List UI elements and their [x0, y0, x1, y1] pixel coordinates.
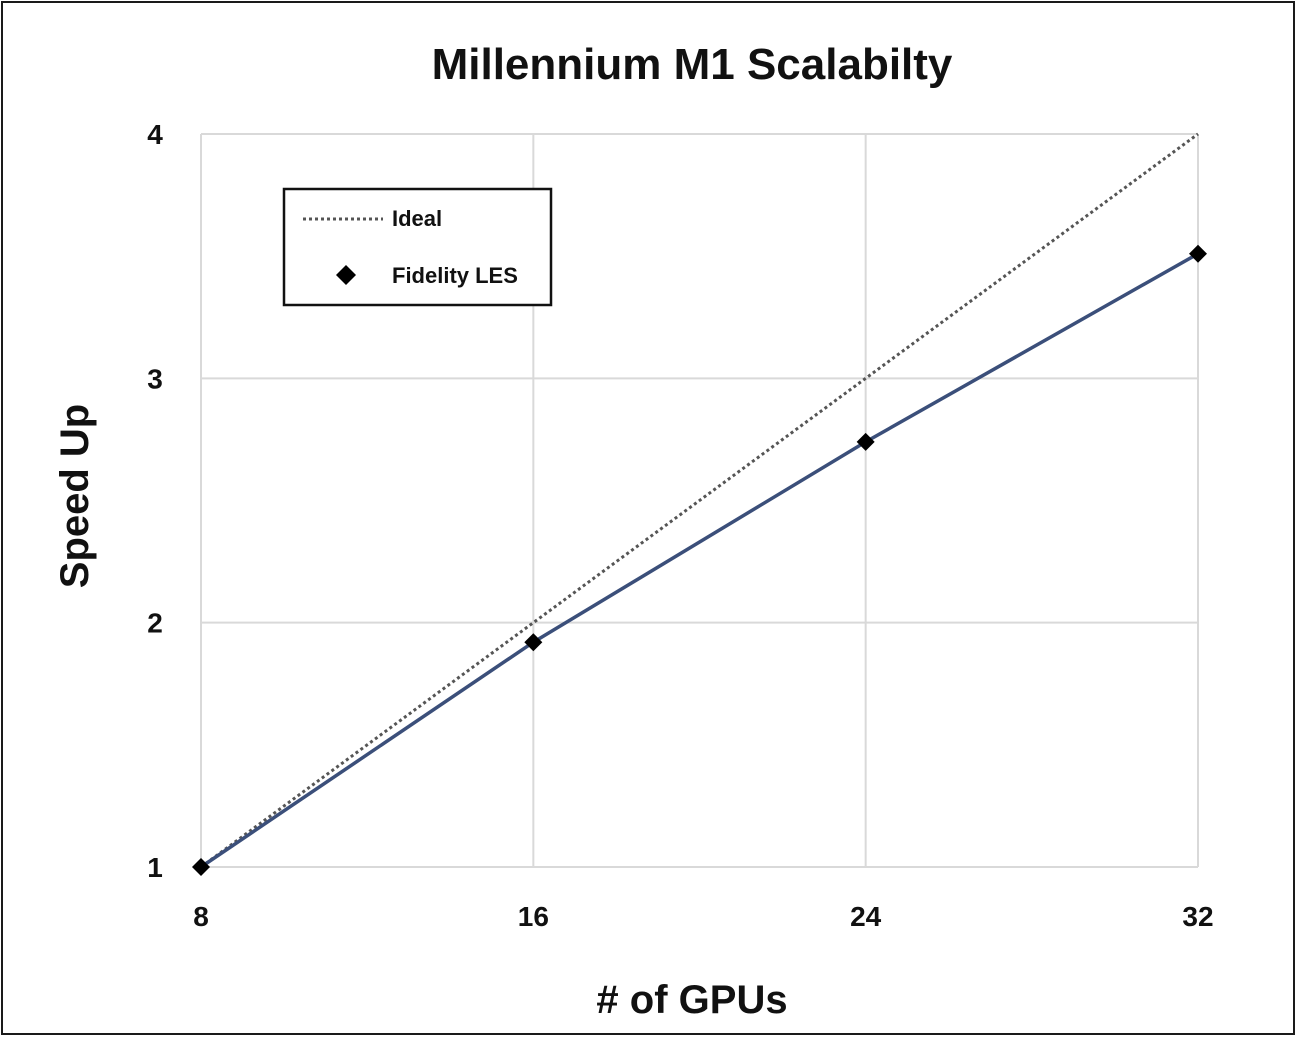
fidelity-les-point	[524, 633, 543, 652]
legend: Ideal Fidelity LES	[282, 187, 553, 307]
y-tick-label: 3	[147, 363, 163, 394]
fidelity-les-series-line	[200, 252, 1199, 869]
y-tick-labels: 1 2 3 4	[147, 119, 163, 883]
legend-fidelity-les-marker	[336, 265, 356, 285]
x-tick-labels: 8 16 24 32	[193, 901, 1213, 932]
fidelity-les-point	[192, 858, 210, 876]
fidelity-les-point	[856, 432, 875, 451]
x-tick-label: 24	[850, 901, 882, 932]
chart-title: Millennium M1 Scalabilty	[432, 40, 953, 89]
x-axis-label: # of GPUs	[596, 978, 787, 1022]
x-tick-label: 32	[1182, 901, 1213, 932]
x-tick-label: 8	[193, 901, 209, 932]
legend-box	[282, 187, 553, 307]
y-tick-label: 2	[147, 608, 163, 639]
y-tick-label: 1	[147, 852, 163, 883]
data-series	[192, 132, 1207, 876]
y-axis-label: Speed Up	[53, 404, 97, 588]
legend-fidelity-les-label: Fidelity LES	[392, 263, 518, 288]
x-tick-label: 16	[518, 901, 549, 932]
legend-ideal-label: Ideal	[392, 206, 442, 231]
fidelity-les-point	[1189, 244, 1207, 263]
ideal-series-line	[200, 132, 1199, 869]
y-tick-label: 4	[147, 119, 163, 150]
